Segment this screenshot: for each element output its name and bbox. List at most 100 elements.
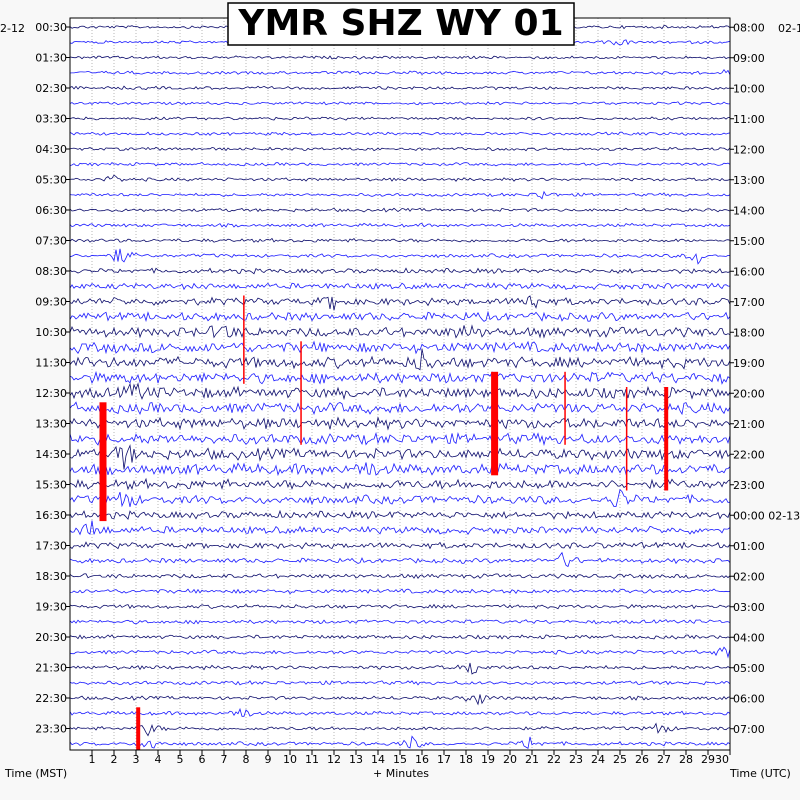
trace-row <box>69 131 731 137</box>
x-tick-label: 22 <box>547 753 561 766</box>
x-tick-label: 24 <box>591 753 605 766</box>
right-time-label: 01:00 <box>733 540 765 553</box>
left-time-label: 10:30 <box>35 326 67 339</box>
trace-row <box>69 634 731 640</box>
x-tick-label: 6 <box>199 753 206 766</box>
right-time-label: 18:00 <box>733 326 765 339</box>
right-time-label: 22:00 <box>733 448 765 461</box>
trace-row <box>69 646 731 659</box>
x-tick-label: 25 <box>613 753 627 766</box>
clipped-signal-marker <box>136 707 141 750</box>
x-tick-label: 14 <box>371 753 385 766</box>
x-tick-label: 10 <box>283 753 297 766</box>
clipped-signal-marker <box>243 295 245 384</box>
left-time-label: 02:30 <box>35 82 67 95</box>
clipped-signal-marker <box>564 371 566 445</box>
clip-layer <box>99 295 669 750</box>
right-time-label: 20:00 <box>733 387 765 400</box>
right-time-label: 11:00 <box>733 113 765 126</box>
right-time-label: 02:00 <box>733 570 765 583</box>
trace-row <box>69 162 731 167</box>
right-time-label: 03:00 <box>733 601 765 614</box>
x-tick-label: 30 <box>715 753 729 766</box>
trace-row <box>69 603 731 610</box>
right-time-label: 09:00 <box>733 52 765 65</box>
trace-row <box>69 174 731 182</box>
right-time-label: 06:00 <box>733 692 765 705</box>
x-tick-label: 7 <box>221 753 228 766</box>
right-time-label: 16:00 <box>733 265 765 278</box>
x-tick-label: 18 <box>459 753 473 766</box>
axis-layer: 1 2 3 4 5 6 7 8 9 10 11 12 13 14 15 16 17 18 19 20 21 22 23 24 2… <box>35 21 800 766</box>
left-time-label: 05:30 <box>35 174 67 187</box>
left-time-label: 04:30 <box>35 143 67 156</box>
trace-row <box>69 248 731 265</box>
trace-row <box>69 722 731 737</box>
x-tick-label: 1 <box>89 753 96 766</box>
trace-row <box>69 541 731 550</box>
trace-row <box>69 348 731 371</box>
trace-row <box>69 573 731 580</box>
right-time-label: 15:00 <box>733 235 765 248</box>
left-axis-label: Time (MST) <box>4 767 67 780</box>
x-tick-label: 13 <box>349 753 363 766</box>
left-time-label: 08:30 <box>35 265 67 278</box>
title-box <box>227 2 575 46</box>
right-time-label: 12:00 <box>733 143 765 156</box>
right-time-label: 23:00 <box>733 479 765 492</box>
x-tick-label: 12 <box>327 753 341 766</box>
trace-row <box>69 116 731 121</box>
trace-row <box>69 222 731 228</box>
trace-row <box>69 324 731 339</box>
clipped-signal-marker <box>300 341 302 445</box>
trace-row <box>69 190 731 200</box>
trace-row <box>69 295 731 311</box>
right-time-label: 08:00 <box>733 21 765 34</box>
x-tick-label: 5 <box>177 753 184 766</box>
trace-row <box>69 267 731 275</box>
x-tick-label: 28 <box>679 753 693 766</box>
left-time-label: 22:30 <box>35 692 67 705</box>
x-tick-label: 17 <box>437 753 451 766</box>
left-time-label: 21:30 <box>35 662 67 675</box>
date-left-label: 2-12 <box>0 22 25 35</box>
right-time-label: 21:00 <box>733 418 765 431</box>
left-time-label: 23:30 <box>35 723 67 736</box>
x-tick-label: 26 <box>635 753 649 766</box>
x-tick-label: 2 <box>111 753 118 766</box>
grid-layer <box>91 18 709 750</box>
x-axis-label: + Minutes <box>373 767 429 780</box>
trace-row <box>69 68 731 76</box>
left-time-label: 00:30 <box>35 21 67 34</box>
clipped-signal-marker <box>99 402 107 522</box>
x-tick-label: 9 <box>265 753 272 766</box>
left-time-label: 01:30 <box>35 52 67 65</box>
left-time-label: 06:30 <box>35 204 67 217</box>
right-axis-label: Time (UTC) <box>729 767 791 780</box>
date-right-label: 02-1 <box>778 22 800 35</box>
x-tick-label: 16 <box>415 753 429 766</box>
trace-row <box>69 488 731 508</box>
trace-row <box>69 146 731 152</box>
trace-row <box>69 662 731 675</box>
x-tick-label: 3 <box>133 753 140 766</box>
trace-row <box>69 382 731 401</box>
left-time-label: 03:30 <box>35 113 67 126</box>
trace-row <box>69 551 731 568</box>
left-time-label: 12:30 <box>35 387 67 400</box>
trace-row <box>69 462 731 477</box>
left-time-label: 18:30 <box>35 570 67 583</box>
left-time-label: 17:30 <box>35 540 67 553</box>
left-time-label: 14:30 <box>35 448 67 461</box>
trace-row <box>69 282 730 291</box>
x-tick-label: 4 <box>155 753 162 766</box>
trace-row <box>69 619 731 625</box>
x-tick-label: 8 <box>243 753 250 766</box>
x-tick-label: 27 <box>657 753 671 766</box>
trace-row <box>69 680 731 686</box>
left-time-label: 11:30 <box>35 357 67 370</box>
trace-row <box>69 694 731 706</box>
trace-row <box>69 431 731 446</box>
trace-row <box>69 55 731 60</box>
